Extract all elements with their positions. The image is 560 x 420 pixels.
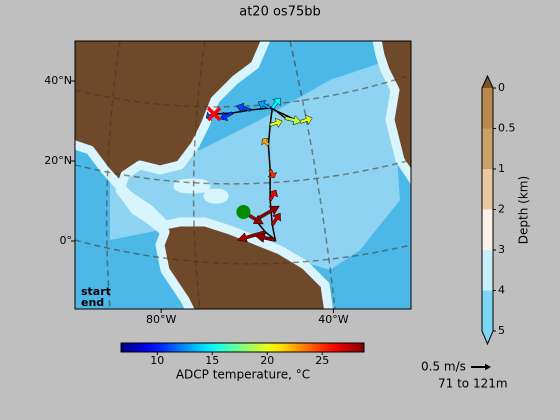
depth-colorbar-segment [482, 88, 493, 129]
velocity-arrow [284, 114, 302, 126]
track-layer [205, 97, 313, 243]
track-line [214, 106, 301, 242]
depth-colorbar-extend [482, 76, 493, 88]
end-marker [206, 106, 222, 122]
europe-africa [372, 41, 411, 185]
depth-colorbar-segment [482, 128, 493, 170]
end-label: end [81, 296, 104, 309]
colorbar-tick-label: 4 [498, 284, 505, 297]
velocity-arrow [261, 137, 270, 147]
velocity-arrow [235, 102, 252, 113]
colorbar-tick-label: 5 [498, 324, 505, 337]
x-tick-label: 80°W [146, 313, 176, 326]
graticule-line [105, 41, 121, 309]
y-tick-label: 20°N [44, 154, 72, 167]
velocity-arrow [219, 111, 234, 121]
graticule-line [75, 239, 411, 265]
graticule-line [75, 159, 411, 185]
graticule [75, 41, 411, 309]
colorbar-tick-label: 15 [205, 354, 219, 367]
depth-colorbar-segment [482, 250, 493, 291]
colorbar-tick-label: 10 [150, 354, 164, 367]
depth-colorbar-segment [482, 290, 493, 332]
depth-colorbar-segment [482, 169, 493, 210]
island [173, 178, 211, 194]
temperature-colorbar-label: ADCP temperature, °C [176, 368, 310, 382]
quiver-key-depth: 71 to 121m [438, 377, 508, 391]
velocity-arrow [268, 189, 278, 202]
colorbar-tick-label: 1 [498, 162, 505, 175]
start-marker [236, 205, 251, 219]
colorbar-tick-label: 25 [315, 354, 329, 367]
velocity-arrow [267, 168, 278, 179]
depth-colorbar-extend [482, 331, 493, 344]
title: at20 os75bb [239, 5, 321, 20]
graticule-line [289, 41, 336, 309]
temperature-colorbar [120, 342, 365, 353]
colorbar-tick-label: 0 [498, 81, 505, 94]
colorbar-tick-label: 20 [260, 354, 274, 367]
depth-colorbar-label: Depth (km) [517, 176, 531, 244]
y-tick-label: 0° [60, 234, 73, 247]
velocity-arrow [269, 117, 283, 128]
colorbar-tick-label: 0.5 [498, 122, 516, 135]
depth-colorbar-segment [482, 209, 493, 251]
americas [75, 41, 333, 309]
y-tick-label: 40°N [44, 74, 72, 87]
velocity-arrow [270, 212, 281, 227]
colorbar-tick-label: 3 [498, 243, 505, 256]
land [75, 41, 411, 309]
start-label: start [81, 285, 111, 298]
map-frame [74, 40, 412, 310]
velocity-arrow [257, 100, 272, 110]
velocity-arrow [254, 232, 276, 243]
quiver-key-label: 0.5 m/s [421, 360, 466, 374]
map-base [75, 41, 411, 309]
quiver-key-arrow [471, 363, 491, 371]
graticule-line [75, 74, 411, 108]
velocity-arrow [254, 205, 280, 222]
island [203, 188, 229, 204]
colorbar-tick-label: 2 [498, 203, 505, 216]
velocity-arrow [299, 114, 313, 126]
velocity-arrow [270, 97, 281, 110]
graticule-line [192, 41, 206, 309]
x-tick-label: 40°W [318, 313, 348, 326]
